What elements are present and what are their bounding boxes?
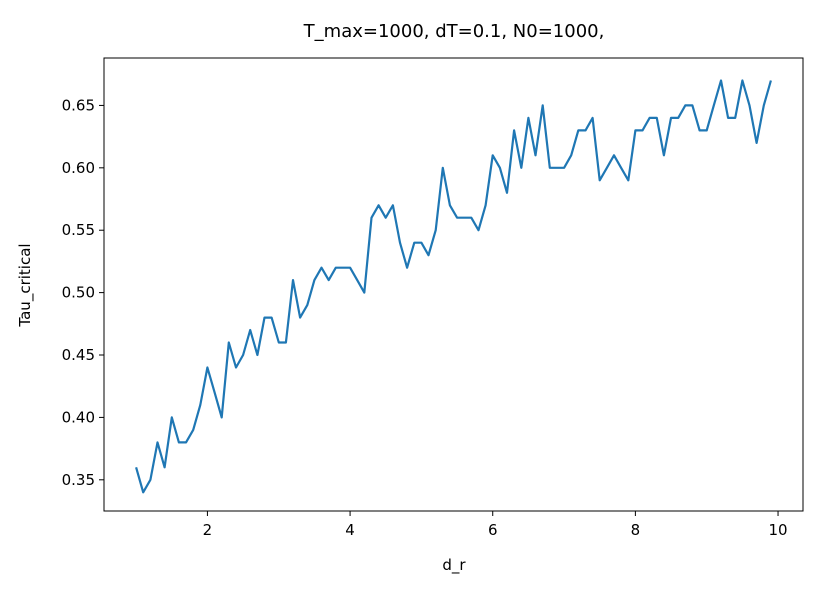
x-tick-label: 10 bbox=[768, 521, 787, 539]
x-tick-label: 4 bbox=[345, 521, 355, 539]
series-line bbox=[135, 79, 772, 494]
y-tick-label: 0.45 bbox=[62, 346, 95, 364]
y-tick-label: 0.35 bbox=[62, 471, 95, 489]
y-tick-label: 0.60 bbox=[62, 159, 95, 177]
y-axis-label: Tau_critical bbox=[16, 243, 35, 327]
y-tick-label: 0.65 bbox=[62, 96, 95, 114]
y-tick-label: 0.40 bbox=[62, 408, 95, 426]
x-tick-label: 8 bbox=[631, 521, 641, 539]
x-axis-label: d_r bbox=[442, 556, 466, 575]
x-tick-label: 6 bbox=[488, 521, 498, 539]
x-axis: 2 4 6 8 10 bbox=[203, 511, 788, 539]
plot-area bbox=[135, 79, 772, 494]
x-tick-label: 2 bbox=[203, 521, 213, 539]
y-axis: 0.35 0.40 0.45 0.50 0.55 0.60 0.65 bbox=[62, 96, 104, 489]
y-tick-label: 0.50 bbox=[62, 284, 95, 302]
y-tick-label: 0.55 bbox=[62, 221, 95, 239]
plot-frame bbox=[103, 57, 804, 512]
chart-title: T_max=1000, dT=0.1, N0=1000, bbox=[303, 21, 605, 42]
